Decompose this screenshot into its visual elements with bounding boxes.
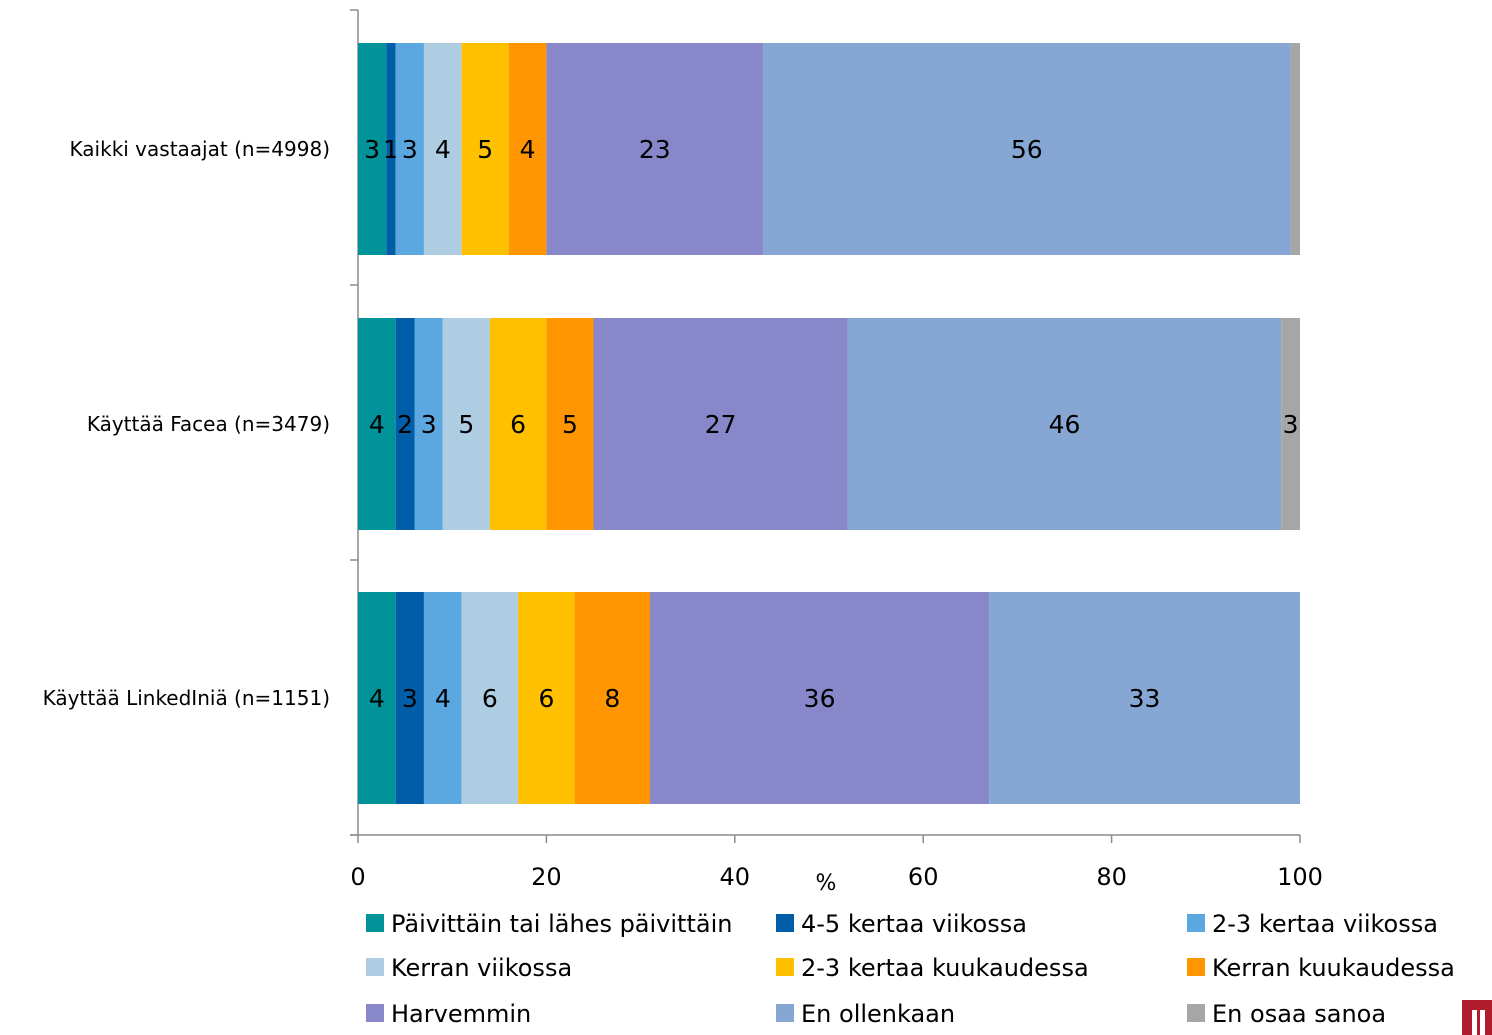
legend-item: 2-3 kertaa viikossa xyxy=(1187,910,1438,938)
data-label: 6 xyxy=(538,684,554,713)
bar-segment xyxy=(518,592,575,804)
data-label: 36 xyxy=(804,684,836,713)
legend-item: Kerran viikossa xyxy=(366,954,572,982)
data-label: 56 xyxy=(1011,135,1043,164)
bar-segment xyxy=(414,318,443,530)
data-label: 3 xyxy=(1283,410,1299,439)
legend: Päivittäin tai lähes päivittäin 4-5 kerta… xyxy=(366,910,1455,1028)
data-label: 5 xyxy=(477,135,493,164)
legend-item: En osaa sanoa xyxy=(1187,1000,1386,1028)
data-label: 1 xyxy=(383,135,399,164)
category-label: Kaikki vastaajat (n=4998) xyxy=(70,137,330,161)
legend-item: En ollenkaan xyxy=(776,1000,955,1028)
data-label: 23 xyxy=(639,135,671,164)
bar-segment xyxy=(461,592,519,804)
data-label: 5 xyxy=(562,410,578,439)
x-tick-label: 0 xyxy=(350,863,365,891)
bar-segment xyxy=(989,592,1300,804)
bar-segment xyxy=(1290,43,1300,255)
logo-icon xyxy=(1462,1000,1492,1035)
legend-label: 2-3 kertaa kuukaudessa xyxy=(801,954,1089,982)
legend-label: En osaa sanoa xyxy=(1212,1000,1386,1028)
bar-segment xyxy=(395,318,415,530)
data-label: 4 xyxy=(520,135,536,164)
legend-swatch xyxy=(776,914,794,932)
bar-segment xyxy=(386,43,396,255)
data-label: 3 xyxy=(364,135,380,164)
bar-segment xyxy=(763,43,1291,255)
bar-segment xyxy=(508,43,547,255)
bar-segment xyxy=(847,318,1282,530)
x-tick-labels: 0 20 40 60 80 100 xyxy=(350,863,1323,891)
data-label: 33 xyxy=(1129,684,1161,713)
legend-label: Kerran kuukaudessa xyxy=(1212,954,1455,982)
legend-swatch xyxy=(1187,958,1205,976)
bar-segment xyxy=(546,43,764,255)
legend-swatch xyxy=(366,914,384,932)
x-tick-label: 40 xyxy=(720,863,751,891)
data-label: 4 xyxy=(435,135,451,164)
data-label: 3 xyxy=(402,684,418,713)
data-label: 46 xyxy=(1049,410,1081,439)
bars: 3 1 3 4 5 4 23 564 2 3 5 6 5 27 46 34 3 4 6 6 8 36 33 xyxy=(358,43,1300,804)
legend-swatch xyxy=(366,1004,384,1022)
x-tick-label: 20 xyxy=(531,863,562,891)
legend-item: 4-5 kertaa viikossa xyxy=(776,910,1027,938)
data-label: 27 xyxy=(705,410,737,439)
data-label: 6 xyxy=(482,684,498,713)
data-label: 4 xyxy=(369,410,385,439)
legend-label: Päivittäin tai lähes päivittäin xyxy=(391,910,732,938)
bar-segment xyxy=(593,318,848,530)
data-label: 8 xyxy=(604,684,620,713)
data-label: 2 xyxy=(397,410,413,439)
data-label: 4 xyxy=(369,684,385,713)
legend-item: Kerran kuukaudessa xyxy=(1187,954,1455,982)
data-label: 6 xyxy=(510,410,526,439)
legend-label: Kerran viikossa xyxy=(391,954,572,982)
bar-segment xyxy=(574,592,651,804)
legend-label: Harvemmin xyxy=(391,1000,531,1028)
bar-segment xyxy=(358,318,396,530)
category-labels: Kaikki vastaajat (n=4998) Käyttää Facea (… xyxy=(43,137,330,710)
x-tick-label: 60 xyxy=(908,863,939,891)
x-tick-label: 80 xyxy=(1096,863,1127,891)
bar-segment xyxy=(358,592,396,804)
legend-label: En ollenkaan xyxy=(801,1000,955,1028)
legend-swatch xyxy=(1187,914,1205,932)
data-label: 3 xyxy=(402,135,418,164)
x-tick-label: 100 xyxy=(1277,863,1323,891)
category-label: Käyttää LinkedIniä (n=1151) xyxy=(43,686,330,710)
legend-swatch xyxy=(776,1004,794,1022)
bar-segment xyxy=(423,592,462,804)
bar-segment xyxy=(650,592,990,804)
legend-swatch xyxy=(1187,1004,1205,1022)
bar-segment xyxy=(1281,318,1300,530)
data-label: 3 xyxy=(421,410,437,439)
bar-segment xyxy=(546,318,594,530)
bar-segment xyxy=(395,592,424,804)
legend-label: 4-5 kertaa viikossa xyxy=(801,910,1027,938)
bar-segment xyxy=(358,43,387,255)
legend-swatch xyxy=(366,958,384,976)
data-label: 4 xyxy=(435,684,451,713)
legend-item: Päivittäin tai lähes päivittäin xyxy=(366,910,732,938)
bar-segment xyxy=(461,43,509,255)
legend-item: Harvemmin xyxy=(366,1000,531,1028)
category-label: Käyttää Facea (n=3479) xyxy=(87,412,330,436)
legend-label: 2-3 kertaa viikossa xyxy=(1212,910,1438,938)
bar-segment xyxy=(442,318,490,530)
bar-segment xyxy=(489,318,547,530)
bar-segment xyxy=(395,43,424,255)
legend-item: 2-3 kertaa kuukaudessa xyxy=(776,954,1089,982)
legend-swatch xyxy=(776,958,794,976)
x-axis-title: % xyxy=(816,871,837,896)
data-label: 5 xyxy=(458,410,474,439)
bar-segment xyxy=(423,43,462,255)
